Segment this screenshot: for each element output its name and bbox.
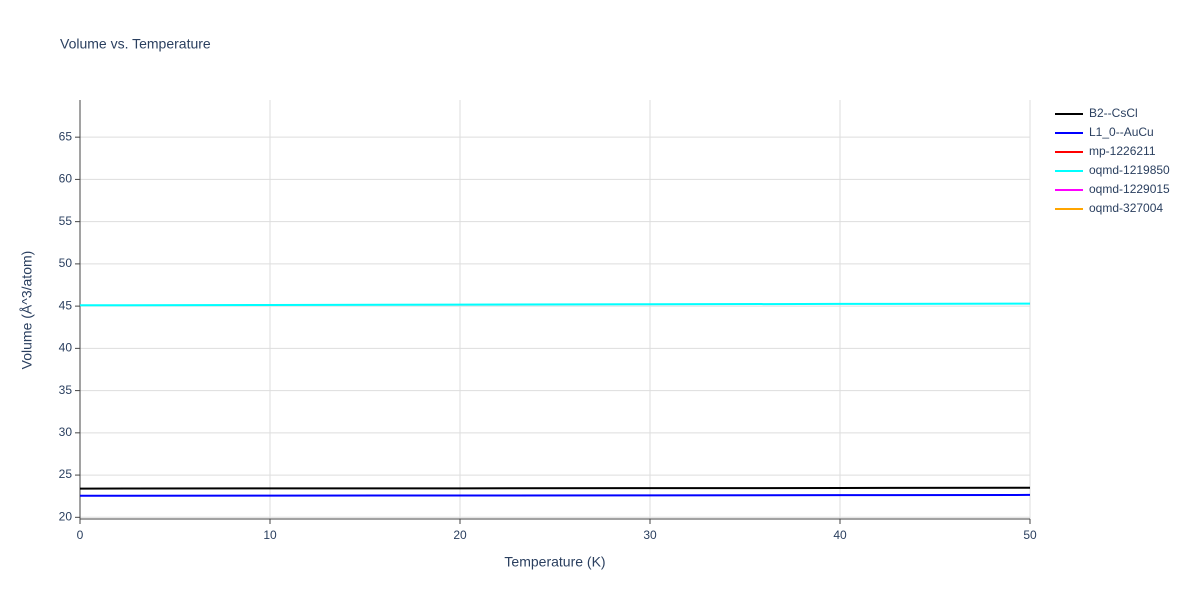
y-tick-label: 30 — [59, 425, 73, 439]
y-tick-label: 35 — [59, 383, 73, 397]
y-tick-label: 60 — [59, 172, 73, 186]
y-tick-label: 25 — [59, 467, 73, 481]
legend-label: L1_0--AuCu — [1089, 125, 1154, 139]
y-tick-label: 40 — [59, 341, 73, 355]
x-tick-label: 10 — [263, 528, 277, 542]
legend-label: oqmd-1219850 — [1089, 163, 1170, 177]
y-tick-label: 45 — [59, 298, 73, 312]
chart-title: Volume vs. Temperature — [60, 36, 211, 52]
y-tick-label: 55 — [59, 214, 73, 228]
series-line — [79, 493, 1031, 497]
legend-label: oqmd-1229015 — [1089, 182, 1170, 196]
x-tick-label: 20 — [453, 528, 467, 542]
series-line — [79, 486, 1031, 490]
y-tick-label: 65 — [59, 129, 73, 143]
x-tick-label: 40 — [833, 528, 847, 542]
y-axis-label: Volume (Å^3/atom) — [19, 251, 35, 370]
x-tick-label: 30 — [643, 528, 657, 542]
x-tick-label: 50 — [1023, 528, 1037, 542]
legend-label: oqmd-327004 — [1089, 201, 1163, 215]
y-tick-label: 50 — [59, 256, 73, 270]
x-tick-label: 0 — [77, 528, 84, 542]
series-line — [79, 302, 1031, 307]
legend-label: mp-1226211 — [1089, 144, 1156, 158]
x-axis-label: Temperature (K) — [504, 554, 605, 570]
y-tick-label: 20 — [59, 509, 73, 523]
legend-label: B2--CsCl — [1089, 106, 1138, 120]
